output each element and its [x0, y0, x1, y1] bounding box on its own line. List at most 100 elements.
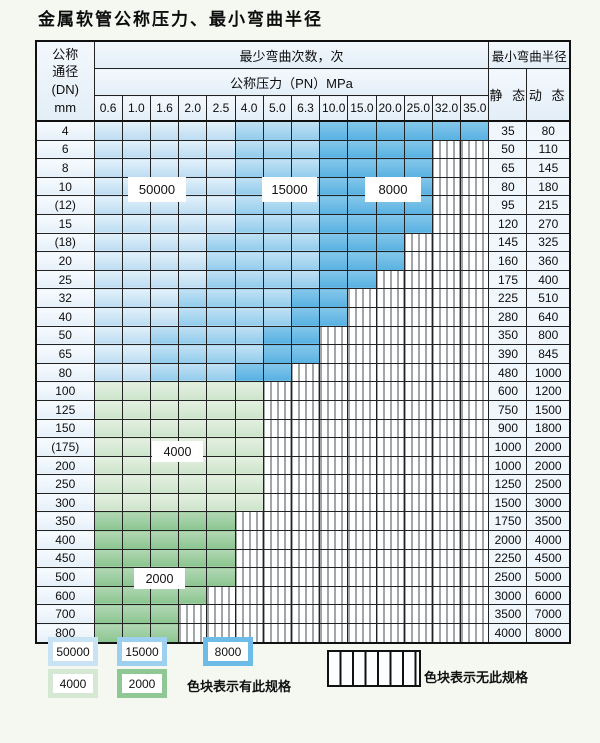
spec-cell — [290, 232, 321, 253]
spec-cell — [347, 139, 377, 160]
zone-label-4000: 4000 — [152, 441, 203, 462]
spec-cell — [149, 251, 180, 271]
spec-cell — [149, 585, 180, 606]
no-spec-cell — [460, 381, 490, 401]
no-spec-cell — [319, 623, 349, 644]
no-spec-cell — [234, 604, 264, 625]
dynamic-radius-cell: 800 — [526, 325, 571, 346]
spec-cell — [149, 381, 180, 401]
spec-cell — [178, 232, 208, 253]
spec-cell — [178, 492, 208, 513]
no-spec-cell — [375, 362, 405, 383]
no-spec-cell — [234, 548, 264, 569]
no-spec-cell — [431, 213, 462, 234]
spec-cell — [149, 548, 180, 569]
no-spec-cell — [460, 288, 490, 308]
no-spec-cell — [319, 492, 349, 513]
no-spec-cell — [403, 474, 433, 494]
table-row: 80 480 1000 — [35, 362, 571, 383]
spec-cell — [121, 120, 151, 141]
no-spec-cell — [375, 325, 405, 346]
no-spec-cell — [403, 251, 433, 271]
spec-cell — [149, 139, 180, 160]
spec-cell — [121, 158, 151, 178]
spec-cell — [375, 213, 405, 234]
spec-cell — [375, 251, 405, 271]
spec-cell — [206, 530, 236, 550]
no-spec-cell — [431, 623, 462, 644]
no-spec-cell — [403, 381, 433, 401]
spec-cell — [290, 306, 321, 327]
no-spec-cell — [431, 176, 462, 197]
spec-cell — [149, 362, 180, 383]
legend-value: 2000 — [122, 674, 162, 693]
spec-cell — [347, 269, 377, 290]
spec-cell — [319, 232, 349, 253]
dynamic-radius-cell: 2500 — [526, 474, 571, 494]
no-spec-cell — [431, 548, 462, 569]
dn-cell: (12) — [35, 195, 95, 215]
dn-cell: 200 — [35, 455, 95, 476]
no-spec-cell — [460, 399, 490, 420]
dn-cell: 250 — [35, 474, 95, 494]
spec-cell — [121, 213, 151, 234]
spec-cell — [375, 139, 405, 160]
no-spec-cell — [375, 604, 405, 625]
spec-cell — [431, 120, 462, 141]
spec-cell — [121, 604, 151, 625]
dn-cell: 10 — [35, 176, 95, 197]
no-spec-cell — [319, 418, 349, 439]
spec-cell — [121, 325, 151, 346]
dynamic-radius-cell: 180 — [526, 176, 571, 197]
no-spec-cell — [431, 269, 462, 290]
no-spec-cell — [403, 362, 433, 383]
spec-cell — [121, 381, 151, 401]
no-spec-cell — [403, 623, 433, 644]
spec-cell — [149, 344, 180, 364]
static-radius-cell: 2250 — [488, 548, 528, 569]
no-spec-cell — [347, 399, 377, 420]
no-spec-cell — [347, 362, 377, 383]
legend-value: 15000 — [122, 642, 162, 661]
no-spec-cell — [262, 399, 292, 420]
table-row: 15 120 270 — [35, 213, 571, 234]
no-spec-cell — [319, 548, 349, 569]
spec-table: 公称 通径 (DN) mm 最少弯曲次数，次 最小弯曲半径 公称压力（PN）MP… — [35, 40, 571, 644]
spec-cell — [319, 269, 349, 290]
no-spec-cell — [178, 623, 208, 644]
no-spec-cell — [403, 604, 433, 625]
spec-cell — [206, 158, 236, 178]
spec-cell — [403, 158, 433, 178]
spec-cell — [93, 158, 123, 178]
no-spec-cell — [431, 418, 462, 439]
spec-cell — [93, 232, 123, 253]
no-spec-cell — [431, 437, 462, 457]
spec-cell — [234, 306, 264, 327]
spec-cell — [206, 213, 236, 234]
no-spec-cell — [375, 623, 405, 644]
spec-cell — [319, 213, 349, 234]
spec-cell — [319, 139, 349, 160]
spec-cell — [262, 139, 292, 160]
no-spec-cell — [431, 306, 462, 327]
static-radius-cell: 600 — [488, 381, 528, 401]
no-spec-cell — [347, 306, 377, 327]
static-radius-cell: 390 — [488, 344, 528, 364]
spec-cell — [121, 344, 151, 364]
no-spec-cell — [319, 567, 349, 587]
no-spec-cell — [403, 269, 433, 290]
static-radius-cell: 175 — [488, 269, 528, 290]
table-row: 150 900 1800 — [35, 418, 571, 439]
spec-cell — [375, 158, 405, 178]
no-spec-cell — [431, 251, 462, 271]
table-row: 32 225 510 — [35, 288, 571, 308]
legend-has-spec-text: 色块表示有此规格 — [187, 679, 292, 694]
pressure-header-row: 0.6 1.0 1.6 2.0 2.5 4.0 5.0 6.3 10.0 15.0 20.0 25.0… — [36, 95, 570, 122]
no-spec-cell — [431, 344, 462, 364]
spec-cell — [234, 176, 264, 197]
no-spec-cell — [431, 288, 462, 308]
spec-cell — [178, 585, 208, 606]
spec-cell — [290, 288, 321, 308]
pressure-col-header: 1.0 — [121, 95, 151, 122]
no-spec-cell — [403, 399, 433, 420]
